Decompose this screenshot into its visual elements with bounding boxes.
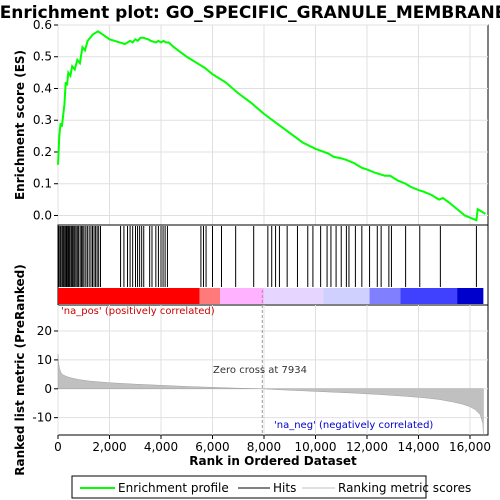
ranking-metric-area [57,354,484,436]
top-ytick-label: 0.0 [33,208,52,222]
rank-bar-segment [220,288,264,304]
rank-bar-segment [263,288,324,304]
rank-bar-segment [369,288,401,304]
top-ytick-label: 0.2 [33,145,52,159]
hits-panel [57,224,489,306]
hit-lines [58,226,477,287]
rank-bar-segment [400,288,458,304]
legend-label-enrichment: Enrichment profile [118,481,229,495]
top-ytick-label: 0.3 [33,113,52,127]
rank-bar-segment [323,288,370,304]
rank-color-bar [58,288,484,304]
bottom-ytick-label: -10 [32,411,52,425]
bottom-panel-ylabel: Ranked list metric (PreRanked) [13,264,27,476]
zero-cross-label: Zero cross at 7934 [213,365,307,376]
top-ytick-label: 0.4 [33,81,52,95]
rank-bar-segment [58,288,200,304]
xtick-label: 8,000 [247,440,281,454]
bottom-panel-y-ticks: -10 0 10 20 [32,324,58,425]
top-ytick-label: 0.5 [33,50,52,64]
positive-correlation-label: 'na_pos' (positively correlated) [61,306,215,317]
ranked-metric-panel: -10 0 10 20 'na_pos' (positively correlated… [32,290,489,436]
rank-bar-segment [199,288,221,304]
legend: Enrichment profile Hits Ranking metric s… [71,475,471,499]
xtick-label: 12,000 [346,440,388,454]
chart-title: Enrichment plot: GO_SPECIFIC_GRANULE_MEM… [0,3,500,23]
top-ytick-label: 0.6 [33,18,52,32]
top-panel-grid [57,24,488,225]
legend-label-metric: Ranking metric scores [338,481,471,495]
xtick-label: 4,000 [144,440,178,454]
bottom-ytick-label: 20 [37,324,52,338]
legend-label-hits: Hits [273,481,296,495]
bottom-ytick-label: 10 [37,353,52,367]
top-ytick-label: 0.1 [33,177,52,191]
enrichment-score-panel: 0.0 0.1 0.2 0.3 0.4 0.5 0.6 [33,18,489,226]
xtick-label: 14,000 [397,440,439,454]
top-panel-ylabel: Enrichment score (ES) [13,50,27,200]
xtick-label: 16,000 [449,440,491,454]
rank-bar-segment [457,288,484,304]
xtick-label: 10,000 [294,440,336,454]
top-panel-y-ticks: 0.0 0.1 0.2 0.3 0.4 0.5 0.6 [33,18,58,222]
bottom-panel-frame [57,304,489,436]
legend-frame [71,475,427,499]
negative-correlation-label: 'na_neg' (negatively correlated) [274,420,433,431]
xtick-label: 0 [54,440,62,454]
xtick-label: 6,000 [195,440,229,454]
xtick-label: 2,000 [92,440,126,454]
enrichment-profile-line [57,30,486,222]
x-axis-label: Rank in Ordered Dataset [189,454,357,468]
x-axis-ticks: 0 2,000 4,000 6,000 8,000 10,000 12,000 14,000 1… [54,435,491,454]
bottom-ytick-label: 0 [44,382,52,396]
top-panel-frame [57,24,489,226]
